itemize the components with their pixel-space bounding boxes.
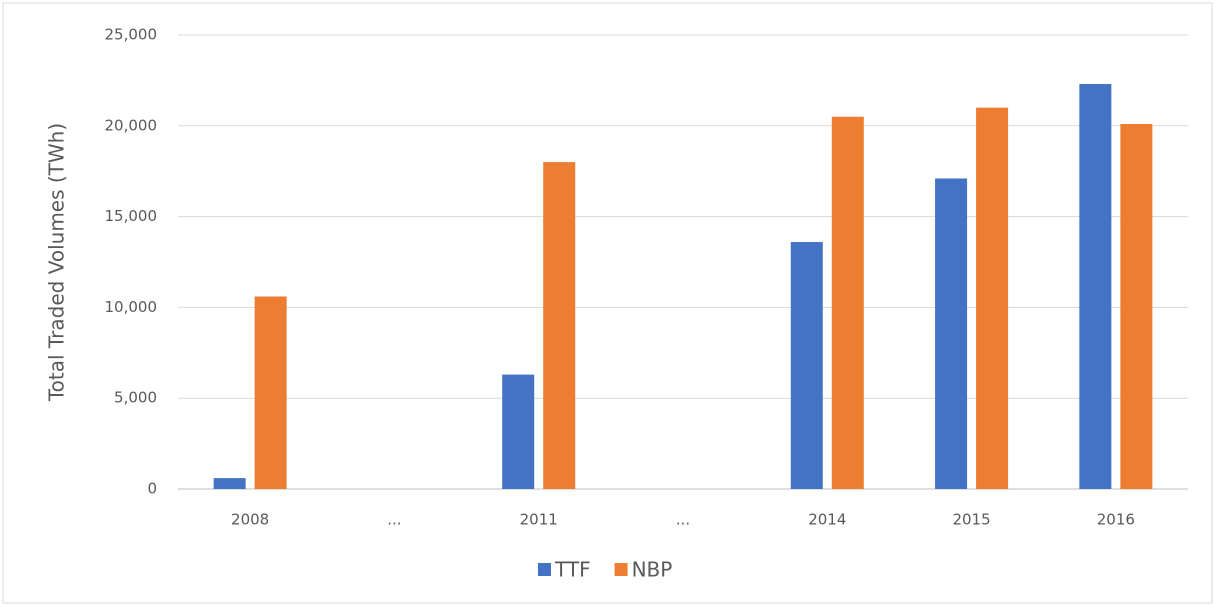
legend-label: NBP: [632, 558, 673, 582]
bar: [213, 478, 246, 489]
bar: [831, 116, 864, 489]
bar: [790, 242, 823, 489]
y-tick-label: 0: [147, 480, 157, 498]
y-tick-label: 15,000: [105, 207, 158, 225]
bar: [1120, 123, 1153, 489]
x-tick-label: ...: [387, 511, 401, 529]
bar: [254, 296, 287, 489]
bar: [1079, 84, 1112, 490]
bar: [543, 162, 576, 489]
bar: [502, 374, 535, 489]
legend-swatch: [538, 563, 551, 576]
y-tick-label: 5,000: [114, 389, 157, 407]
x-tick-label: 2008: [231, 511, 269, 529]
x-tick-label: 2014: [808, 511, 846, 529]
legend-swatch: [614, 563, 628, 576]
x-tick-label: 2016: [1097, 511, 1135, 529]
y-axis-title: Total Traded Volumes (TWh): [45, 123, 69, 402]
bar: [976, 107, 1009, 489]
legend-label: TTF: [554, 558, 591, 582]
x-tick-label: ...: [676, 511, 690, 529]
y-tick-label: 25,000: [105, 26, 158, 44]
bar: [935, 178, 968, 490]
y-tick-label: 10,000: [105, 298, 158, 316]
x-tick-label: 2011: [520, 511, 558, 529]
y-tick-label: 20,000: [105, 116, 158, 134]
x-tick-label: 2015: [952, 511, 990, 529]
